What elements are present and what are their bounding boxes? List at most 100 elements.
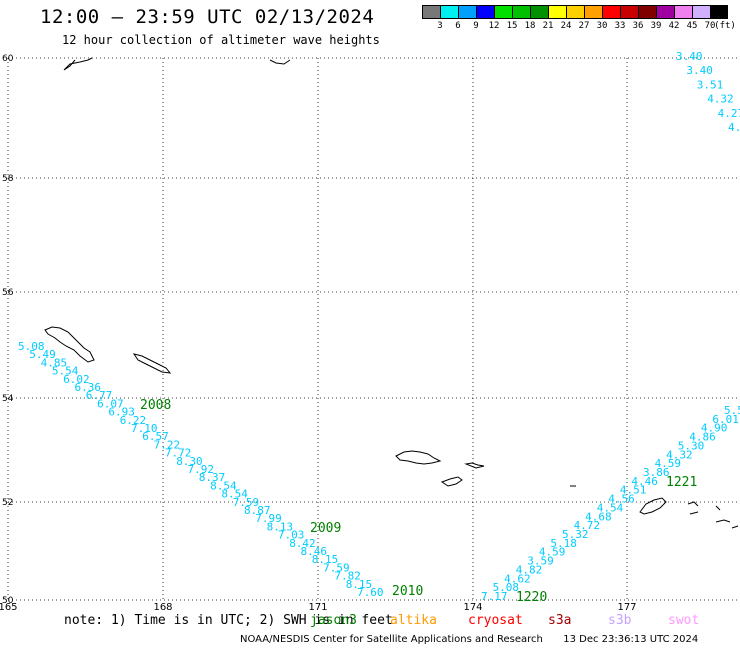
track1-swh-value: 8.54: [210, 479, 237, 492]
track3-swh-value: 4.2: [728, 121, 740, 134]
legend-swatch: [656, 5, 674, 19]
track2-swh-value: 5.18: [550, 537, 577, 550]
track1-swh-value: 8.87: [244, 504, 271, 517]
coastlines: [44, 57, 739, 529]
legend-swatch: [602, 5, 620, 19]
track2-swh-value: 4.90: [701, 422, 728, 435]
track2-swh-value: 4.56: [608, 493, 635, 506]
track1-swh-value: 8.54: [221, 488, 248, 501]
lat-tick-label: 50: [2, 596, 14, 606]
legend-swatch: [674, 5, 692, 19]
track2-swh-value: 4.51: [620, 484, 647, 497]
legend-label: 12: [488, 21, 500, 31]
legend-swatch: [584, 5, 602, 19]
legend-label: 9: [473, 21, 479, 31]
track1-swh-value: 5.49: [29, 348, 56, 361]
mission-jason3: jason3: [310, 613, 357, 628]
track2-swh-value: 4.59: [539, 546, 566, 559]
track2-swh-value: 4.32: [666, 448, 693, 461]
legend-swatch: [512, 5, 530, 19]
footnote: note: 1) Time is in UTC; 2) SWH is in fe…: [64, 613, 393, 628]
legend-swatch: [692, 5, 710, 19]
track1-swh-value: 7.59: [233, 496, 260, 509]
legend-swatch: [422, 5, 440, 19]
track1-swh-value: 8.15: [346, 578, 373, 591]
lon-tick-label: 174: [463, 602, 482, 613]
coastline-north: [63, 57, 93, 71]
lat-tick-label: 54: [2, 394, 14, 404]
legend-swatch: [710, 5, 728, 19]
legend-label: 3: [437, 21, 443, 31]
legend-label: 18: [524, 21, 536, 31]
track1-swh-value: 7.59: [323, 561, 350, 574]
lat-tick-label: 52: [2, 498, 13, 508]
track1-swh-value: 8.37: [199, 471, 226, 484]
legend-swatch: [476, 5, 494, 19]
legend-label: 45: [686, 21, 698, 31]
track1-swh-value: 7.60: [357, 586, 384, 599]
track1-swh-value: 6.93: [108, 406, 134, 419]
track2-swh-value: 4.82: [516, 563, 543, 576]
color-legend: 3 6 9 12 15 18 21 24 27 30 33 36 39 42 45 70 (ft): [422, 5, 736, 31]
map-grid: [7, 57, 740, 601]
lon-tick-label: 168: [153, 602, 172, 613]
footer: NOAA/NESDIS Center for Satellite Applica…: [240, 634, 698, 645]
legend-label: 21: [542, 21, 554, 31]
footer-timestamp: 13 Dec 23:36:13 UTC 2024: [563, 634, 699, 645]
lat-tick-label: 58: [2, 174, 14, 184]
legend-label: 36: [632, 21, 644, 31]
legend-swatch: [458, 5, 476, 19]
legend-label: 33: [614, 21, 626, 31]
page-subtitle: 12 hour collection of altimeter wave hei…: [62, 33, 380, 47]
track3-swh-value: 3.51: [697, 78, 724, 91]
island-commander: [44, 326, 95, 363]
track2-swh-value: 4.86: [689, 431, 716, 444]
track1-swh-value: 6.57: [142, 430, 169, 443]
island-kiska: [639, 497, 667, 515]
mission-cryosat: cryosat: [468, 613, 523, 628]
track1-time-label: 2009: [310, 521, 341, 536]
track2-swh-value: 5.08: [493, 581, 519, 594]
legend-swatch: [494, 5, 512, 19]
legend-unit: (ft): [714, 21, 736, 31]
track1-swh-value: 4.85: [41, 356, 68, 369]
track1-swh-value: 7.92: [188, 463, 215, 476]
mission-s3b: s3b: [608, 613, 632, 628]
legend-swatch: [638, 5, 656, 19]
lat-tick-label: 60: [2, 54, 14, 64]
track2-swh-value: 4.46: [631, 475, 658, 488]
island-agattu: [440, 476, 463, 487]
track1-time-label: 2010: [392, 584, 423, 599]
track3-swh-value: 3.40: [676, 50, 703, 63]
track2-swh-value: 4.72: [574, 519, 601, 532]
legend-label: 70: [704, 21, 716, 31]
track1-swh-value: 6.77: [86, 389, 113, 402]
lon-tick-label: 171: [308, 602, 327, 613]
track1-swh-value: 6.02: [63, 373, 89, 386]
track1-swh-value: 5.08: [18, 340, 45, 353]
legend-label: 39: [650, 21, 662, 31]
track1-swh-value: 5.54: [52, 365, 79, 378]
legend-swatches: [422, 5, 728, 19]
track2-swh-value: 7.17: [481, 590, 508, 603]
track1-swh-value: 8.46: [301, 545, 328, 558]
mission-s3a: s3a: [548, 613, 572, 628]
legend-label: 15: [506, 21, 518, 31]
track1-swh-value: 7.99: [255, 512, 281, 525]
mission-altika: altika: [390, 613, 437, 628]
island-rat: [570, 485, 739, 529]
track1-swh-value: 8.13: [267, 520, 294, 533]
legend-label: 24: [560, 21, 572, 31]
track1-swh-value: 6.07: [97, 397, 124, 410]
legend-label: 27: [578, 21, 590, 31]
island-attu: [395, 450, 442, 465]
lon-tick-label: 165: [0, 602, 18, 613]
track1-time-label: 2008: [140, 398, 171, 413]
coastline-north-2: [269, 59, 291, 65]
track1-swh-value: 7.10: [131, 422, 158, 435]
legend-swatch: [620, 5, 638, 19]
legend-swatch: [440, 5, 458, 19]
track2-swh-value: 4.54: [597, 501, 624, 514]
lat-tick-label: 56: [2, 288, 14, 298]
